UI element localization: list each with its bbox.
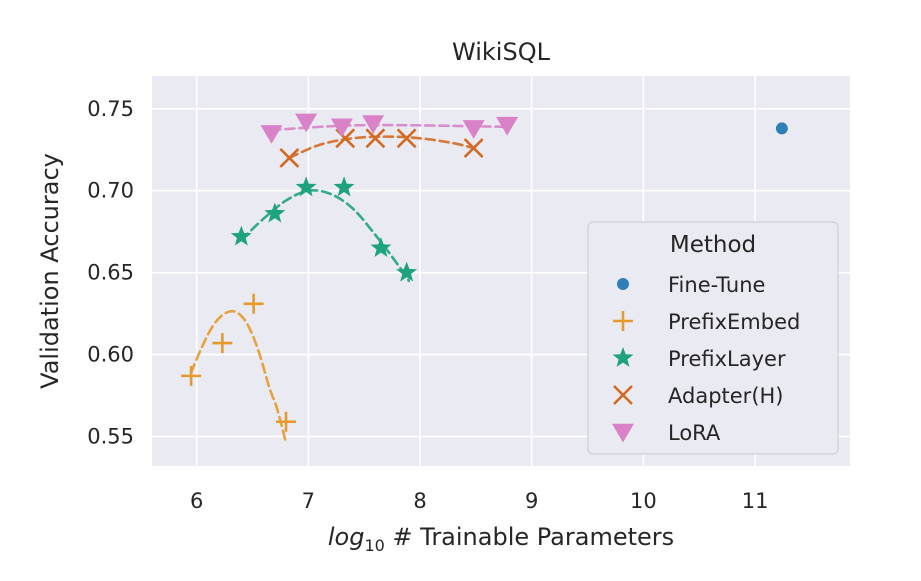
prefixlayer-point xyxy=(264,202,286,223)
lora-point xyxy=(260,125,283,144)
adapter-h-fit-curve xyxy=(288,135,475,160)
x-tick-label: 9 xyxy=(525,489,538,513)
legend-prefixlayer-marker xyxy=(612,347,634,367)
legend-items: Fine-Tune PrefixEmbed PrefixLayer Adapter(H… xyxy=(612,273,800,445)
x-tick-label: 8 xyxy=(413,489,426,513)
legend-fine-tune-marker xyxy=(617,278,629,290)
y-tick-label: 0.70 xyxy=(87,179,134,203)
y-axis-label: Validation Accuracy xyxy=(36,153,64,389)
adapter-h-point xyxy=(279,148,300,168)
legend-fine-tune-label: Fine-Tune xyxy=(668,273,765,297)
y-tick-label: 0.55 xyxy=(87,425,134,449)
prefixlayer-fit-curve xyxy=(240,189,411,283)
legend-prefixlayer-label: PrefixLayer xyxy=(668,347,786,371)
legend-lora-label: LoRA xyxy=(668,421,721,445)
tick-labels: 6 7 8 9 10 11 0.55 0.60 0.65 0.70 0.75 xyxy=(87,97,768,513)
x-axis-label-log: log xyxy=(328,523,365,551)
lora-point xyxy=(295,113,318,133)
legend-prefixembed-marker xyxy=(613,311,633,331)
prefixembed-point xyxy=(276,411,297,432)
y-tick-label: 0.65 xyxy=(87,261,134,285)
lora-point xyxy=(496,116,519,136)
prefixlayer-point xyxy=(333,176,355,197)
x-axis-label-text: # Trainable Parameters xyxy=(385,523,674,551)
legend-lora-marker xyxy=(612,423,634,443)
x-tick-label: 10 xyxy=(630,489,657,513)
x-tick-label: 11 xyxy=(742,489,769,513)
legend-title: Method xyxy=(670,232,756,258)
prefixembed-point xyxy=(212,333,233,354)
x-tick-label: 7 xyxy=(302,489,315,513)
prefixembed-fit-curve xyxy=(189,309,288,445)
legend-box xyxy=(587,221,839,455)
prefixlayer-point xyxy=(295,176,317,197)
legend-prefixembed-label: PrefixEmbed xyxy=(668,310,800,334)
prefixlayer-point xyxy=(370,237,392,257)
lora-point xyxy=(330,118,353,138)
prefixembed-point xyxy=(243,293,264,314)
x-axis-label-base: 10 xyxy=(364,536,384,555)
adapter-h-point xyxy=(365,128,386,149)
legend-adapter-h-marker xyxy=(613,385,633,405)
adapter-h-point xyxy=(396,128,417,149)
legend-adapter-h-label: Adapter(H) xyxy=(668,384,784,408)
fine-tune-point xyxy=(775,122,788,135)
y-tick-label: 0.60 xyxy=(87,343,134,367)
prefixembed-point xyxy=(181,365,202,386)
adapter-h-point xyxy=(463,138,484,159)
legend: Method Fine-Tune PrefixEmbed PrefixLayer Ad… xyxy=(587,221,839,455)
prefixlayer-point xyxy=(396,261,418,282)
y-tick-label: 0.75 xyxy=(87,97,134,121)
data-markers xyxy=(181,113,788,432)
lora-point xyxy=(462,120,485,139)
x-tick-label: 6 xyxy=(190,489,203,513)
prefixlayer-point xyxy=(230,225,252,246)
x-axis-label: log10 # Trainable Parameters xyxy=(328,523,674,555)
lora-point xyxy=(362,115,385,134)
chart-title: WikiSQL xyxy=(452,38,551,66)
